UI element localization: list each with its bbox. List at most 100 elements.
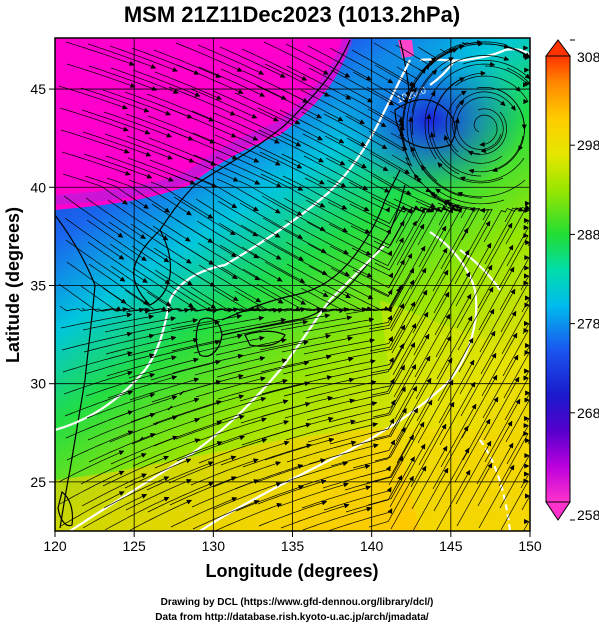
streamline-arrow [229,230,236,236]
streamline [303,339,375,355]
streamline [484,65,529,86]
streamline [104,317,176,333]
streamline [175,42,243,72]
streamline-arrow [252,135,259,141]
streamline [424,91,437,160]
streamline [477,442,514,507]
streamline-arrow [193,357,199,363]
streamline [370,323,417,374]
streamline [285,420,356,441]
streamline [192,132,259,163]
streamline-arrow [345,293,352,299]
streamline [483,376,520,441]
streamline-arrow [123,148,130,154]
streamline [322,465,391,489]
streamline-arrow [459,176,466,182]
streamline [324,315,393,335]
streamline [217,200,281,238]
streamline [322,91,387,128]
streamline-arrow [118,470,125,476]
streamline [169,476,237,506]
streamline-arrow [525,295,530,301]
streamline-arrow [442,445,448,452]
streamline-arrow [524,265,530,271]
y-tick-label: 45 [30,81,46,97]
streamline [504,377,529,421]
streamline-arrow [207,461,214,467]
streamline [438,359,475,424]
streamline-arrow [303,340,309,346]
streamline [410,45,465,92]
streamline-arrow [524,350,530,356]
streamline [131,245,193,286]
streamline-arrow [388,272,394,279]
streamline-arrow [339,160,346,166]
streamline-arrow [467,315,473,322]
streamline [414,313,451,378]
streamline-arrow [491,352,497,359]
streamline-arrow [480,147,486,154]
streamline-arrow [230,455,237,461]
streamline [479,288,516,353]
streamline-arrow [410,146,416,152]
streamline-arrow [412,385,417,392]
streamline-arrow [460,90,467,96]
streamline-arrow [411,364,417,370]
streamline-arrow [487,264,493,271]
streamline-arrow [510,288,516,295]
streamline [126,319,198,335]
streamline [477,244,514,309]
streamline [371,342,416,396]
streamline [257,480,327,505]
streamline-arrow [170,316,177,322]
streamline-arrow [316,113,323,119]
streamline-arrow [513,354,519,361]
streamline-arrow [151,86,158,91]
streamline-arrow [364,464,371,470]
streamline [411,69,438,136]
streamline [61,151,131,176]
streamline-arrow [361,163,368,169]
y-tick-label: 35 [30,277,46,293]
streamline [218,222,282,260]
streamline-arrow [385,465,391,472]
streamline [154,71,222,100]
streamline [102,456,169,487]
streamline [504,206,530,223]
streamline [174,395,244,418]
streamline-arrow [499,100,506,107]
streamline [59,470,125,505]
streamline [130,223,192,264]
streamline-arrow [523,225,529,231]
streamline-arrow [359,119,365,125]
streamline [198,438,268,464]
streamline-arrow [471,403,477,410]
streamline-arrow [192,337,199,343]
streamline [129,201,191,242]
streamline [83,153,153,179]
streamline [501,304,530,355]
streamline [391,289,428,354]
streamline-arrow [172,67,178,72]
streamline [196,220,259,259]
streamline [102,89,171,116]
streamline-arrow [523,375,529,381]
streamline [431,132,482,177]
streamline [82,315,154,331]
streamline-arrow [465,271,471,278]
streamline-arrow [463,227,469,234]
streamline [410,423,447,488]
streamline [388,223,425,288]
streamline-arrow [192,318,199,324]
streamline [241,48,307,81]
streamline [412,467,449,531]
streamline-arrow [318,157,325,163]
streamline-arrow [387,314,393,321]
streamline [456,96,506,131]
streamline [350,220,405,246]
streamline-arrow [343,482,349,488]
streamline [58,85,128,109]
streamline-arrow [171,375,178,381]
streamline-arrow [485,418,491,425]
streamline-arrow [261,438,268,443]
